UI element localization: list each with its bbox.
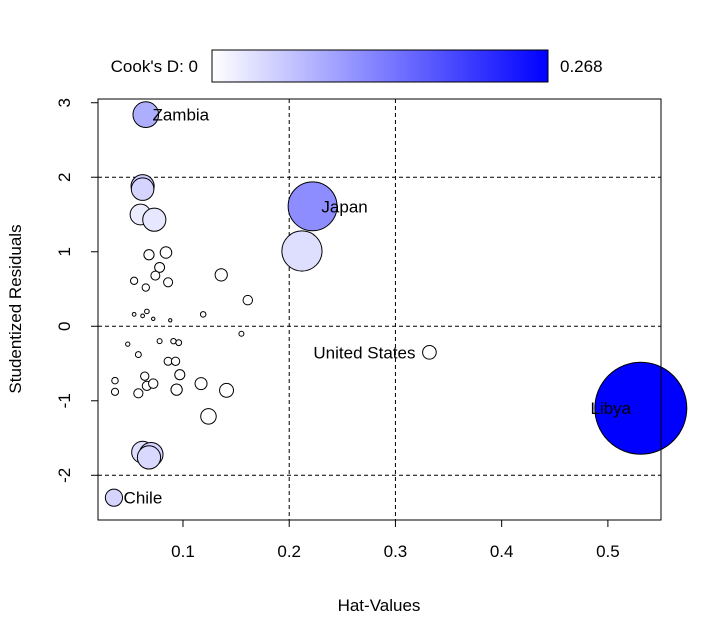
data-point <box>156 338 163 345</box>
y-tick-label: 3 <box>55 98 74 107</box>
data-point <box>131 311 137 317</box>
data-point <box>132 101 160 128</box>
reference-lines <box>98 99 661 520</box>
x-tick-label: 0.4 <box>490 542 514 561</box>
point-label-layer: Zambia Japan United States Libya Chile <box>124 106 632 508</box>
data-point <box>111 376 119 385</box>
colorbar-gradient <box>211 49 549 83</box>
data-point <box>130 177 155 201</box>
data-point <box>144 308 150 315</box>
x-tick-label: 0.1 <box>171 542 195 561</box>
data-point <box>154 261 166 273</box>
y-tick-label: -1 <box>55 393 74 408</box>
data-point <box>143 249 155 261</box>
x-tick-label: 0.2 <box>277 542 301 561</box>
data-point <box>422 345 437 360</box>
data-point <box>142 207 167 232</box>
data-point <box>151 316 156 322</box>
data-point <box>148 378 159 389</box>
y-tick-label: 2 <box>55 173 74 182</box>
data-point <box>238 330 245 337</box>
data-point <box>133 388 144 399</box>
data-point <box>194 377 208 391</box>
data-point <box>200 408 217 425</box>
data-point <box>170 356 181 366</box>
data-point <box>170 383 183 396</box>
plot-frame <box>97 98 662 521</box>
data-point <box>159 246 173 259</box>
x-tick-label: 0.3 <box>384 542 408 561</box>
data-point <box>174 369 186 381</box>
data-point <box>141 283 150 292</box>
colorbar-label-min: Cook's D: 0 <box>111 57 198 76</box>
x-tick-label: 0.5 <box>596 542 620 561</box>
data-point <box>125 341 131 347</box>
data-point <box>281 230 323 272</box>
data-point <box>242 294 254 306</box>
point-label: Japan <box>321 197 367 216</box>
data-point <box>110 387 120 396</box>
point-label: Zambia <box>152 106 209 125</box>
data-point <box>134 351 142 359</box>
data-point <box>175 339 183 347</box>
data-point <box>136 445 162 470</box>
data-point <box>199 311 207 318</box>
y-tick-label: -2 <box>55 468 74 483</box>
point-label: Chile <box>124 489 163 508</box>
data-point <box>214 268 228 282</box>
data-point <box>140 313 145 319</box>
y-tick-label: 0 <box>55 322 74 331</box>
x-axis-title: Hat-Values <box>338 596 421 615</box>
data-point <box>594 361 688 455</box>
point-label: United States <box>313 343 415 362</box>
y-axis-title: Studentized Residuals <box>6 224 25 393</box>
point-label: Libya <box>590 399 631 418</box>
colorbar-label-max: 0.268 <box>560 57 603 76</box>
data-point <box>104 488 124 507</box>
data-point <box>163 277 174 288</box>
data-point <box>168 318 173 323</box>
data-point <box>150 270 161 281</box>
data-point <box>140 371 150 381</box>
data-point <box>170 337 177 345</box>
x-axis: 0.1 0.2 0.3 0.4 0.5 <box>171 519 620 561</box>
y-axis: -2 -1 0 1 2 3 <box>55 98 99 483</box>
data-point <box>129 276 139 285</box>
y-tick-label: 1 <box>55 247 74 256</box>
bubble-layer <box>104 101 688 507</box>
data-point <box>287 181 338 232</box>
data-point <box>219 382 234 398</box>
